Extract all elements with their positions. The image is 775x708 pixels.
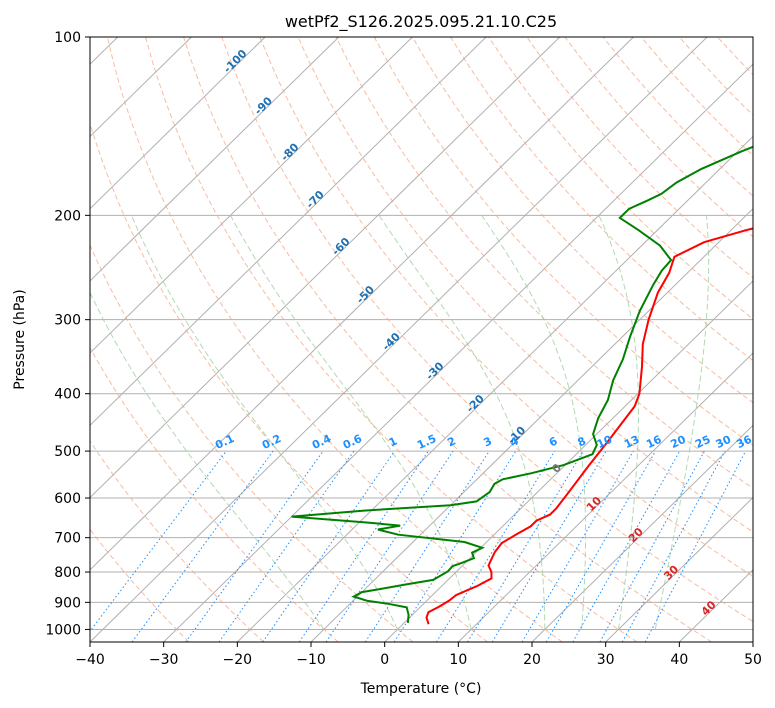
- profile-series: [291, 145, 753, 625]
- moist-adiabat: [131, 215, 398, 630]
- mixing-ratio-label: 16: [644, 433, 664, 451]
- dry-adiabat: [297, 37, 753, 533]
- x-tick-label: 40: [670, 652, 688, 668]
- x-tick-label: 10: [449, 652, 467, 668]
- y-tick-label: 900: [54, 595, 81, 611]
- dry-adiabat: [488, 37, 753, 320]
- mixing-ratio-label: 10: [595, 433, 615, 451]
- background-lines: [90, 37, 775, 642]
- moist-adiabat: [90, 291, 325, 630]
- chart-title: wetPf2_S126.2025.095.21.10.C25: [285, 12, 557, 32]
- dry-adiabat: [90, 528, 190, 642]
- mixing-ratio-line: [572, 450, 681, 642]
- y-tick-label: 500: [54, 444, 81, 460]
- isotherm-line: [752, 641, 753, 642]
- y-tick-label: 800: [54, 565, 81, 581]
- y-tick-label: 300: [54, 313, 81, 329]
- plot-frame: [89, 36, 754, 643]
- mixing-ratio-label: 20: [668, 433, 688, 451]
- mixing-ratio-line: [435, 450, 556, 642]
- y-axis-ticks: 100 200 300 400 500 600 700 800 900 1000: [45, 30, 90, 638]
- y-tick-label: 700: [54, 531, 81, 547]
- dewpoint-line: [291, 145, 753, 623]
- y-axis-label: Pressure (hPa): [12, 289, 28, 389]
- dry-adiabat: [145, 37, 638, 642]
- mixing-ratio-line: [218, 450, 355, 642]
- x-tick-label: 50: [744, 652, 762, 668]
- mixing-ratio-line: [298, 450, 429, 642]
- isotherm-line: [90, 37, 561, 499]
- moist-adiabat: [481, 215, 587, 630]
- mixing-ratio-line: [599, 450, 705, 642]
- mixing-ratio-line: [467, 450, 584, 642]
- isotherm-line: [90, 37, 487, 427]
- isotherm-line: [605, 496, 753, 642]
- y-tick-label: 1000: [45, 622, 81, 638]
- mixing-ratio-line: [491, 450, 607, 642]
- y-tick-label: 400: [54, 387, 81, 403]
- dry-adiabat: [106, 37, 563, 642]
- dry-adiabat: [450, 37, 753, 362]
- dry-adiabat: [183, 37, 712, 642]
- moist-adiabat: [598, 215, 639, 630]
- isotherm-line: [90, 37, 340, 282]
- y-tick-label: 200: [54, 208, 81, 224]
- moist-adiabat: [378, 215, 546, 630]
- dry-adiabat: [221, 37, 753, 623]
- isotherm-line: [90, 37, 413, 354]
- x-axis-label: Temperature (°C): [360, 681, 482, 697]
- mixing-ratio-line: [521, 450, 634, 642]
- x-tick-label: −40: [75, 652, 105, 668]
- isotherm-line: [90, 37, 708, 642]
- x-tick-label: −20: [223, 652, 253, 668]
- x-tick-label: 20: [523, 652, 541, 668]
- plot-area: [90, 37, 753, 642]
- dry-adiabat: [373, 37, 753, 446]
- temperature-line: [425, 227, 753, 625]
- x-tick-label: −30: [149, 652, 179, 668]
- mixing-ratio-label: 36: [734, 433, 754, 451]
- x-tick-label: 0: [380, 652, 389, 668]
- mixing-ratio-label: 13: [622, 433, 641, 451]
- dry-adiabat: [756, 37, 775, 642]
- isotherm-line: [384, 280, 753, 642]
- mixing-ratio-label: 25: [693, 433, 712, 451]
- moist-adiabat: [654, 215, 710, 630]
- isotherm-line: [236, 135, 753, 642]
- isotherm-line: [531, 424, 753, 642]
- y-tick-label: 600: [54, 491, 81, 507]
- isotherm-line: [457, 352, 753, 642]
- dry-adiabat: [90, 121, 488, 642]
- dry-adiabat: [90, 440, 264, 642]
- isotherm-line: [90, 37, 634, 571]
- isotherm-line: [90, 37, 266, 210]
- dry-adiabat: [90, 346, 339, 642]
- x-axis-ticks: −40 −30 −20 −10 0 10 20 30 40 50: [75, 642, 762, 668]
- mixing-ratio-line: [262, 450, 395, 642]
- isotherm-line: [163, 63, 753, 642]
- mixing-ratio-line: [545, 450, 656, 642]
- y-tick-label: 100: [54, 30, 81, 46]
- mixing-ratio-line: [621, 450, 726, 642]
- x-tick-label: 30: [597, 652, 615, 668]
- x-tick-label: −10: [296, 652, 326, 668]
- dry-adiabat: [259, 37, 753, 577]
- mixing-ratio-label: 30: [714, 433, 734, 451]
